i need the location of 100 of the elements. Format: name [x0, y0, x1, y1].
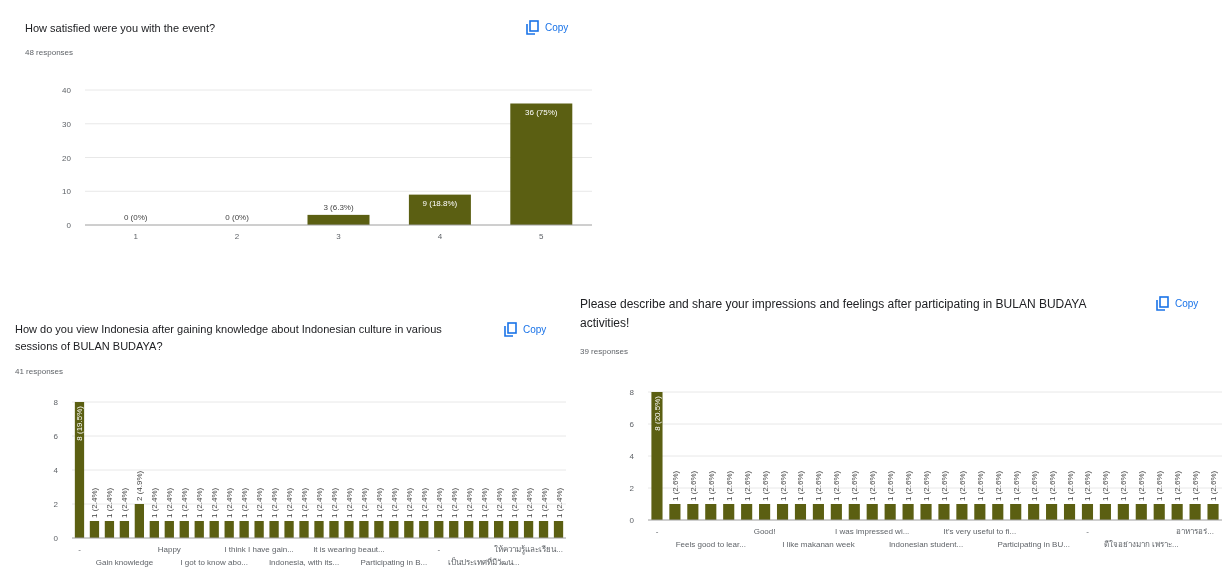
bar [449, 521, 459, 538]
data-label: 1 (2.6%) [1101, 470, 1111, 501]
y-tick-label: 0 [66, 221, 72, 230]
chart-subtitle: 39 responses [580, 347, 629, 356]
data-label: 1 (2.4%) [449, 487, 459, 518]
x-tick-label: Participating in B... [360, 558, 428, 567]
bar [224, 521, 234, 538]
bar [209, 521, 219, 538]
bar [314, 521, 324, 538]
data-label: 1 (2.4%) [225, 487, 235, 518]
data-label: 1 (2.6%) [742, 470, 752, 501]
data-label: 1 (2.6%) [1047, 470, 1057, 501]
data-label: 1 (2.6%) [1137, 470, 1147, 501]
x-tick-label: - [1086, 527, 1090, 536]
data-label: 1 (2.4%) [270, 487, 280, 518]
data-label: 1 (2.6%) [706, 470, 716, 501]
data-label: 1 (2.6%) [1011, 470, 1021, 501]
bar [239, 521, 249, 538]
bar [523, 521, 534, 538]
x-tick-label: อาหารอร่... [1176, 527, 1214, 536]
y-tick-label: 8 [53, 398, 59, 407]
data-label: 1 (2.6%) [1029, 470, 1039, 501]
x-tick-label: Happy [157, 545, 181, 554]
bar [538, 521, 549, 538]
x-tick-label: Feels good to lear... [675, 540, 746, 549]
x-tick-label: - [655, 527, 659, 536]
data-label: 2 (4.9%) [135, 470, 145, 501]
x-tick-label: - [437, 545, 441, 554]
data-label: 1 (2.6%) [778, 470, 788, 501]
data-label: 1 (2.6%) [1065, 470, 1075, 501]
data-label: 36 (75%) [525, 107, 558, 117]
chart-subtitle: 48 responses [25, 48, 74, 57]
data-label: 1 (2.4%) [509, 487, 519, 518]
x-tick-label: Indonesia, with its... [268, 558, 340, 567]
data-label: 1 (2.6%) [993, 470, 1003, 501]
x-tick-label: 5 [539, 232, 545, 241]
data-label: 1 (2.4%) [524, 487, 534, 518]
data-label: 1 (2.6%) [796, 470, 806, 501]
data-label: 1 (2.4%) [464, 487, 474, 518]
data-label: 1 (2.4%) [329, 487, 339, 518]
x-tick-label: 4 [437, 232, 443, 241]
bar [419, 521, 429, 538]
text: Copy [523, 324, 547, 335]
data-label: 1 (2.6%) [922, 470, 932, 501]
x-tick-label: Participating in BU... [997, 540, 1070, 549]
bar [464, 521, 474, 538]
data-label: 1 (2.6%) [868, 470, 878, 501]
chart-title: How do you view Indonesia after gaining knowledge about Indonesian culture in various sessions of BULAN BUDAYA? [15, 323, 443, 353]
x-tick-label: I think I have gain... [224, 545, 294, 554]
y-tick-label: 2 [629, 484, 635, 493]
bar [194, 521, 204, 538]
bar [479, 521, 489, 538]
bar [269, 521, 279, 538]
bar [254, 521, 264, 538]
x-tick-label: Good! [753, 527, 776, 536]
x-tick-label: I got to know abo... [180, 558, 249, 567]
data-label: 0 (0%) [123, 213, 148, 222]
x-tick-label: 3 [336, 232, 342, 241]
bar [284, 521, 294, 538]
x-tick-label: I like makanan week [782, 540, 856, 549]
x-tick-label: เป็นประเทศที่มีวัฒน... [447, 556, 520, 567]
x-tick-label: It is wearing beaut... [313, 545, 385, 554]
data-label: 1 (2.4%) [285, 487, 295, 518]
y-tick-label: 6 [629, 420, 635, 429]
data-label: 0 (0%) [225, 213, 250, 222]
chart-title: Please describe and share your impressions and feelings after participating in BULAN BUDAYA activities! [580, 297, 1087, 330]
bar [89, 521, 100, 538]
x-tick-label: 2 [234, 232, 240, 241]
x-tick-label: ดีใจอย่างมาก เพราะ... [1103, 540, 1179, 549]
bar [494, 521, 504, 538]
bar [404, 521, 414, 538]
y-tick-label: 30 [62, 119, 72, 129]
x-tick-label: - [78, 545, 82, 554]
bar [389, 521, 399, 538]
y-tick-label: 4 [53, 466, 59, 475]
data-label: 1 (2.6%) [975, 470, 985, 501]
data-label: 1 (2.6%) [1155, 470, 1165, 501]
y-tick-label: 0 [629, 516, 635, 525]
data-label: 1 (2.6%) [832, 470, 842, 501]
data-label: 1 (2.4%) [419, 487, 429, 518]
data-label: 1 (2.4%) [389, 487, 399, 518]
data-label: 1 (2.4%) [434, 487, 444, 518]
text: Copy [1175, 298, 1199, 309]
data-label: 1 (2.6%) [904, 470, 914, 501]
data-label: 1 (2.4%) [494, 487, 504, 518]
data-label: 1 (2.6%) [957, 470, 967, 501]
chart-title: How satisfied were you with the event? [25, 22, 216, 34]
data-label: 1 (2.6%) [1119, 470, 1129, 501]
data-label: 1 (2.4%) [539, 487, 549, 518]
y-tick-label: 40 [62, 86, 72, 95]
text: Copy [545, 22, 569, 33]
y-tick-label: 20 [62, 153, 72, 163]
bar [508, 521, 519, 538]
y-tick-label: 10 [62, 187, 72, 197]
bar [119, 521, 130, 538]
bar [179, 521, 189, 538]
data-label: 1 (2.4%) [554, 487, 564, 518]
data-label: 1 (2.6%) [886, 470, 896, 501]
data-label: 1 (2.4%) [315, 487, 324, 518]
y-tick-label: 6 [53, 432, 59, 441]
